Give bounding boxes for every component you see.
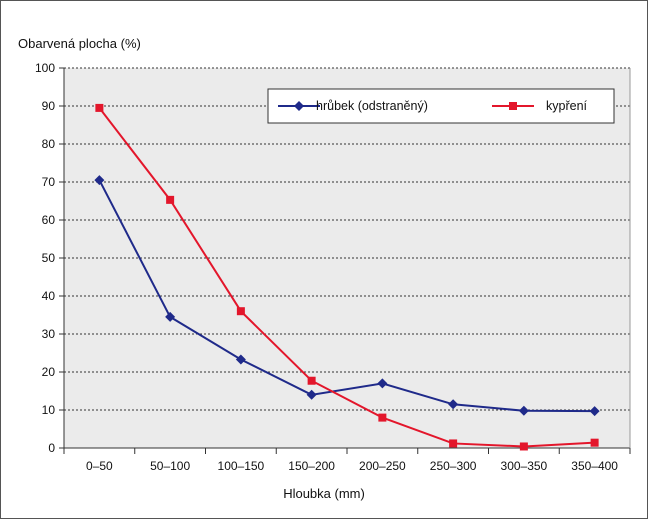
- legend-marker: [509, 102, 517, 110]
- series-line: [98, 179, 595, 413]
- y-tick-label: 80: [42, 137, 56, 151]
- data-point: [590, 438, 599, 447]
- x-tick-label: 200–250: [359, 459, 406, 473]
- x-tick-label: 350–400: [571, 459, 618, 473]
- data-point: [377, 378, 388, 389]
- x-tick-label: 100–150: [218, 459, 265, 473]
- y-tick-label: 50: [42, 251, 56, 265]
- y-tick-label: 40: [42, 289, 56, 303]
- data-point: [95, 103, 104, 112]
- data-point: [378, 413, 387, 422]
- x-tick-label: 50–100: [150, 459, 190, 473]
- x-axis-title: Hloubka (mm): [283, 486, 365, 501]
- y-tick-label: 60: [42, 213, 56, 227]
- y-tick-label: 0: [48, 441, 55, 455]
- data-point: [165, 311, 176, 322]
- data-point: [166, 195, 175, 204]
- y-tick-label: 90: [42, 99, 56, 113]
- data-point: [235, 354, 246, 365]
- x-tick-label: 300–350: [501, 459, 548, 473]
- data-point: [449, 439, 458, 448]
- x-tick-label: 150–200: [288, 459, 335, 473]
- legend: [267, 88, 615, 124]
- y-tick-label: 30: [42, 327, 56, 341]
- data-point: [236, 307, 245, 316]
- legend-marker: [294, 101, 304, 111]
- data-point: [448, 399, 459, 410]
- legend-label: hrůbek (odstraněný): [316, 99, 428, 113]
- data-point: [307, 376, 316, 385]
- x-tick-label: 250–300: [430, 459, 477, 473]
- plot-area: [64, 68, 630, 448]
- y-tick-label: 20: [42, 365, 56, 379]
- series-line: [98, 107, 595, 448]
- data-point: [94, 175, 105, 186]
- y-tick-label: 100: [35, 61, 55, 75]
- legend-label: kypření: [546, 99, 588, 113]
- data-point: [306, 389, 317, 400]
- data-point: [518, 405, 529, 416]
- y-axis-title: Obarvená plocha (%): [18, 36, 141, 51]
- x-tick-label: 0–50: [86, 459, 113, 473]
- data-point: [589, 406, 600, 417]
- y-tick-label: 10: [42, 403, 56, 417]
- y-tick-label: 70: [42, 175, 56, 189]
- data-point: [519, 442, 528, 451]
